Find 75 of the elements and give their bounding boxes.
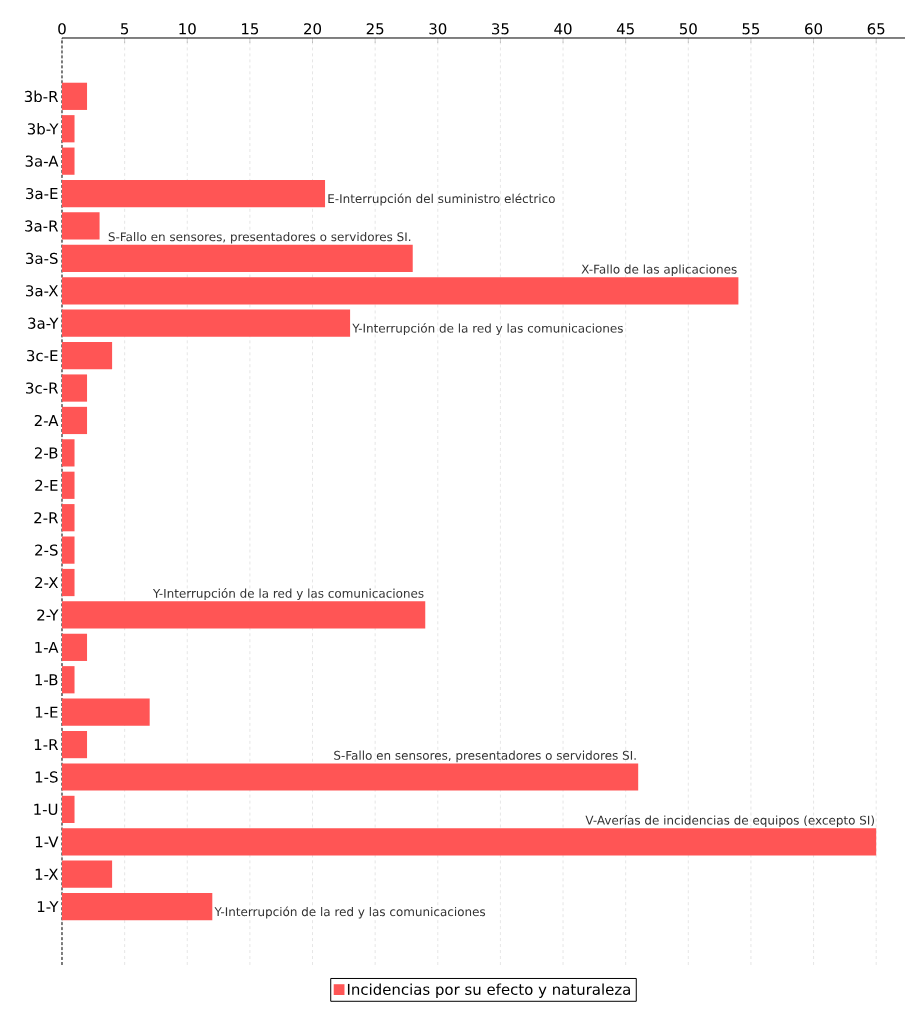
bar xyxy=(62,244,413,273)
y-tick-label: 1-A xyxy=(35,641,59,653)
y-tick-label: 1-V xyxy=(35,836,59,848)
annotation: E-Interrupción del suministro eléctrico xyxy=(328,193,555,206)
y-tick-label: 3a-X xyxy=(26,285,59,297)
x-tick-label: 0 xyxy=(58,23,66,35)
y-tick-label: 3c-R xyxy=(26,382,59,394)
y-tick-label: 1-Y xyxy=(37,901,59,913)
y-tick-label: 2-S xyxy=(35,544,58,556)
y-tick-label: 3c-E xyxy=(27,349,58,362)
y-tick-label: 2-B xyxy=(34,447,58,459)
y-tick-label: 2-Y xyxy=(37,609,59,621)
y-tick-label: 2-E xyxy=(35,479,58,491)
y-tick-label: 3a-A xyxy=(25,155,59,167)
y-tick-label: 3b-R xyxy=(24,90,59,103)
bar xyxy=(62,763,639,791)
y-tick-label: 3a-S xyxy=(26,252,58,265)
y-tick-label: 1-B xyxy=(35,674,58,686)
bar xyxy=(62,212,100,240)
bar xyxy=(62,698,150,726)
bar xyxy=(62,633,88,661)
annotation: Y-Interrupción de la red y las comunicaciones xyxy=(152,588,424,601)
y-tick-label: 1-S xyxy=(35,771,58,783)
annotation: Y-Interrupción de la red y las comunicaciones xyxy=(214,906,486,919)
bar xyxy=(62,82,88,110)
bar xyxy=(62,277,739,305)
y-tick-label: 3a-E xyxy=(26,187,58,200)
y-tick-label: 1-X xyxy=(35,868,59,880)
y-tick-label: 3a-R xyxy=(25,220,59,232)
x-tick-label: 20 xyxy=(304,23,322,35)
bar xyxy=(62,893,213,921)
annotation: S-Fallo en sensores, presentadores o servidores SI. xyxy=(334,750,636,763)
bar xyxy=(62,406,88,435)
x-tick-label: 65 xyxy=(867,23,885,35)
bar xyxy=(62,795,75,824)
y-tick-label: 1-E xyxy=(35,706,58,718)
x-tick-label: 35 xyxy=(492,23,509,35)
y-tick-label: 1-R xyxy=(34,739,59,751)
bar xyxy=(62,828,877,856)
bar xyxy=(62,860,113,888)
x-tick-label: 10 xyxy=(179,23,196,35)
bar xyxy=(62,179,326,208)
x-tick-label: 55 xyxy=(742,23,760,35)
x-tick-label: 45 xyxy=(616,23,634,35)
y-tick-label: 2-R xyxy=(34,512,59,524)
x-tick-label: 25 xyxy=(366,23,384,35)
annotation: S-Fallo en sensores, presentadores o servidores SI. xyxy=(108,232,411,244)
legend-label: Incidencias por su efecto y naturaleza xyxy=(347,983,630,998)
x-tick-label: 30 xyxy=(429,23,447,35)
x-tick-label: 60 xyxy=(805,23,823,35)
bar xyxy=(62,309,351,337)
y-tick-label: 2-X xyxy=(35,576,59,589)
bar xyxy=(62,536,75,564)
x-tick-label: 40 xyxy=(554,23,572,35)
annotation: V-Averías de incidencias de equipos (excepto SI) xyxy=(585,814,874,828)
x-tick-label: 5 xyxy=(121,23,129,35)
bar xyxy=(62,342,113,370)
y-tick-label: 2-A xyxy=(34,414,59,426)
bar xyxy=(62,115,75,143)
bar xyxy=(62,439,75,467)
y-tick-label: 3b-Y xyxy=(27,122,59,135)
bar xyxy=(62,666,75,694)
y-tick-label: 1-U xyxy=(34,803,58,815)
bar xyxy=(62,730,88,759)
x-tick-label: 50 xyxy=(679,23,697,35)
bar xyxy=(62,374,88,402)
bar xyxy=(62,568,75,597)
bar xyxy=(62,504,75,532)
bar xyxy=(62,147,75,175)
x-tick-label: 15 xyxy=(242,23,259,35)
annotation: Y-Interrupción de la red y las comunicaciones xyxy=(352,323,623,336)
bar xyxy=(62,601,426,629)
y-tick-label: 3a-Y xyxy=(28,317,59,329)
bar xyxy=(62,471,75,499)
annotation: X-Fallo de las aplicaciones xyxy=(581,264,737,276)
